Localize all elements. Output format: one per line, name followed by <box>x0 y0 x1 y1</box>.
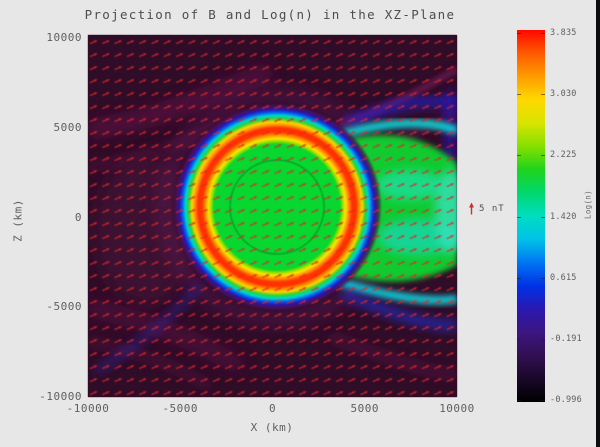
colorbar-tick-label: 3.835 <box>550 28 577 38</box>
z-tick-label: 5000 <box>53 120 82 134</box>
reference-arrow-icon <box>469 202 474 215</box>
plot-title: Projection of B and Log(n) in the XZ-Pla… <box>84 7 456 22</box>
colorbar-tick-mark <box>541 94 545 96</box>
x-tick-label: -5000 <box>162 402 199 415</box>
colorbar-tick-mark <box>541 155 545 157</box>
heatmap-canvas <box>88 35 457 397</box>
colorbar-tick-label: 0.615 <box>550 272 577 283</box>
colorbar <box>517 30 545 402</box>
colorbar-tick-mark <box>517 33 521 34</box>
colorbar-tick-label: -0.191 <box>550 333 582 344</box>
colorbar-tick-mark <box>517 155 521 157</box>
x-tick-label: -10000 <box>66 402 110 415</box>
z-tick-label: 10000 <box>46 31 82 44</box>
colorbar-tick-mark <box>541 400 545 402</box>
z-tick-label: -10000 <box>39 390 82 403</box>
colorbar-tick-mark <box>517 216 521 218</box>
x-axis-label: X (km) <box>250 421 294 434</box>
screen-edge-artifact <box>596 0 600 447</box>
colorbar-tick-mark <box>541 338 545 340</box>
colorbar-tick-label: 2.225 <box>550 150 577 161</box>
heatmap-plot <box>88 35 457 397</box>
colorbar-tick-mark <box>517 277 521 279</box>
colorbar-tick-mark <box>541 277 545 279</box>
vector-scale-legend: 5 nT <box>468 202 505 216</box>
colorbar-tick-mark <box>517 338 521 340</box>
vector-field-arrows <box>88 35 457 397</box>
colorbar-tick-label: 1.420 <box>550 211 577 222</box>
z-tick-label: -5000 <box>46 300 82 314</box>
colorbar-tick-label: 3.030 <box>550 89 577 100</box>
reference-arrow-label: 5 nT <box>479 204 505 214</box>
colorbar-tick-label: -0.996 <box>550 395 582 406</box>
x-tick-label: 0 <box>268 402 277 415</box>
z-tick-label: 0 <box>74 210 82 224</box>
x-tick-label: 10000 <box>439 402 475 415</box>
colorbar-tick-mark <box>541 33 545 34</box>
colorbar-tick-mark <box>517 94 521 96</box>
x-tick-label: 5000 <box>350 402 379 415</box>
colorbar-tick-mark <box>517 400 521 402</box>
colorbar-tick-mark <box>541 216 545 218</box>
